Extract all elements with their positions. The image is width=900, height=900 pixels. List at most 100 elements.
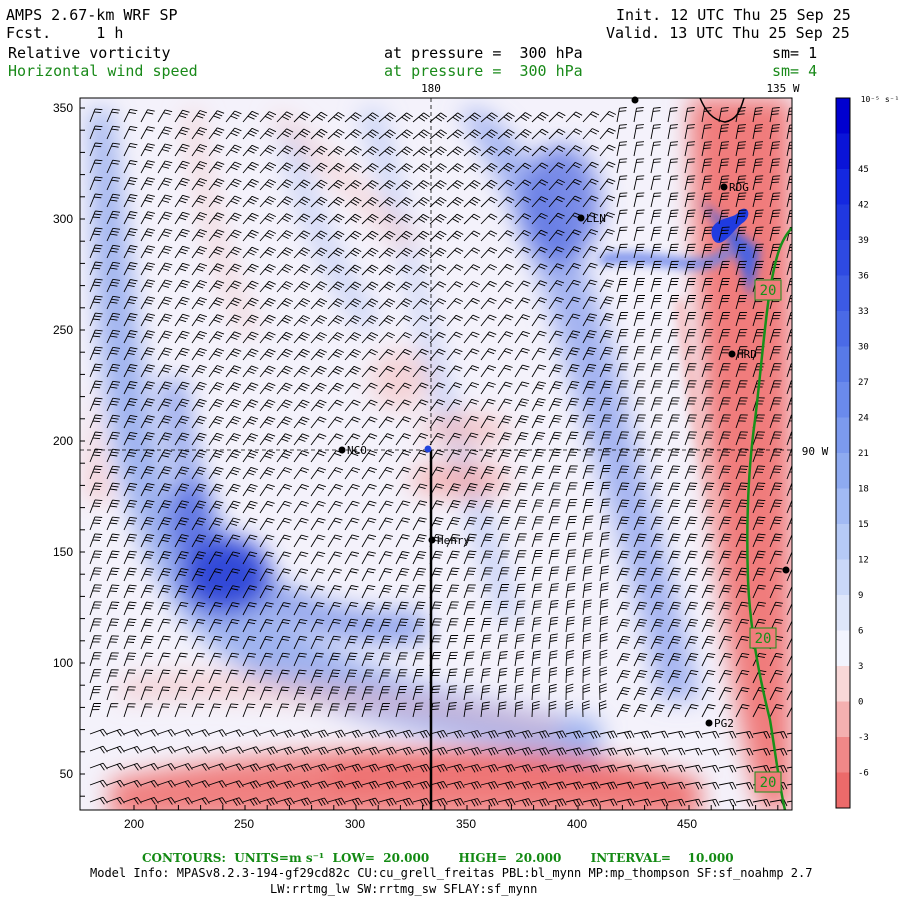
wind-barb: [259, 297, 276, 310]
wind-barb: [599, 228, 615, 242]
wind-barb: [412, 702, 424, 718]
wind-barb: [531, 499, 545, 514]
wind-barb: [344, 780, 363, 790]
wind-barb: [208, 449, 224, 463]
wind-barb: [174, 669, 188, 684]
wind-barb: [565, 448, 579, 463]
wind-barb: [361, 264, 379, 276]
wind-barb: [106, 796, 125, 805]
wind-barb: [89, 261, 103, 276]
wind-barb: [565, 798, 584, 807]
wind-barb: [565, 364, 580, 378]
wind-barb: [276, 517, 292, 531]
wind-barb: [191, 746, 210, 754]
wind-barb: [276, 729, 295, 739]
wind-barb: [718, 652, 733, 667]
wind-barb: [616, 243, 628, 259]
wind-barb: [157, 729, 176, 737]
wind-barb: [753, 816, 770, 823]
wind-barb: [565, 633, 575, 650]
wind-barb: [684, 687, 699, 701]
wind-barb: [140, 686, 154, 701]
colorbar-label: 9: [858, 591, 863, 601]
wind-barb: [276, 382, 293, 395]
wind-barb: [157, 415, 173, 429]
wind-barb: [463, 163, 481, 174]
wind-barb: [684, 243, 696, 259]
wind-barb: [242, 365, 259, 378]
wind-barb: [599, 245, 615, 259]
wind-barb: [667, 448, 681, 463]
wind-barb: [361, 332, 379, 344]
wind-barb: [310, 483, 326, 497]
wind-barb: [378, 315, 396, 327]
wind-barb: [157, 567, 172, 582]
wind-barb: [548, 683, 557, 701]
wind-barb: [106, 329, 121, 344]
colorbar-label: 0: [858, 698, 863, 708]
wind-barb: [327, 669, 341, 684]
wind-barb: [175, 815, 192, 822]
wind-barb: [769, 499, 783, 514]
wind-barb: [361, 568, 376, 582]
wind-barb: [514, 516, 528, 531]
wind-barb: [412, 584, 426, 599]
wind-barb: [174, 534, 189, 548]
wind-barb: [123, 160, 138, 174]
wind-barb: [701, 295, 713, 310]
wind-barb: [548, 549, 560, 565]
wind-barb: [344, 517, 360, 531]
wind-barb: [378, 729, 397, 739]
wind-barb: [667, 781, 686, 790]
wind-barb: [684, 652, 699, 667]
wind-barb: [378, 517, 394, 531]
wind-barb: [701, 226, 713, 242]
wind-barb: [361, 652, 375, 667]
wind-barb: [633, 107, 644, 123]
wind-barb: [344, 146, 362, 157]
wind-barb: [531, 381, 546, 395]
wind-barb: [276, 763, 295, 773]
wind-barb: [684, 747, 703, 756]
contour-label: 20: [760, 775, 777, 791]
wind-barb: [446, 146, 464, 157]
wind-barb: [140, 279, 155, 293]
wind-barb: [548, 397, 563, 412]
wind-barb: [242, 331, 259, 344]
wind-barb: [633, 730, 652, 740]
wind-barb: [429, 163, 447, 174]
wind-barb: [327, 517, 343, 531]
wind-barb: [242, 229, 259, 242]
wind-barb: [769, 107, 780, 123]
wind-barb: [497, 499, 511, 514]
station-marker-edge: [782, 566, 790, 574]
wind-barb: [616, 567, 630, 582]
wind-barb: [582, 279, 598, 293]
wind-barb: [140, 762, 159, 771]
wind-barb: [191, 635, 206, 650]
wind-barb: [701, 124, 712, 140]
wind-barb: [293, 281, 311, 293]
wind-barb: [378, 534, 393, 548]
wind-barb: [514, 398, 530, 412]
wind-barb: [684, 346, 697, 361]
wind-barb: [531, 229, 548, 242]
wind-barb: [412, 466, 428, 480]
wind-barb: [361, 746, 380, 756]
wind-barb: [361, 315, 379, 327]
wind-barb: [327, 686, 341, 701]
wind-barb: [259, 416, 276, 429]
wind-barb: [157, 635, 171, 650]
wind-barb: [480, 314, 497, 327]
station-pg2: PG2: [705, 717, 734, 730]
wind-barb: [378, 213, 396, 225]
wind-barb: [259, 585, 274, 599]
wind-barb: [361, 365, 378, 378]
wind-barb: [89, 686, 102, 701]
wind-barb: [395, 669, 408, 684]
wind-barb: [429, 550, 444, 565]
wind-barb: [497, 230, 515, 242]
wind-barb: [293, 652, 307, 667]
wind-barb: [191, 466, 207, 480]
wind-barb: [684, 482, 698, 497]
